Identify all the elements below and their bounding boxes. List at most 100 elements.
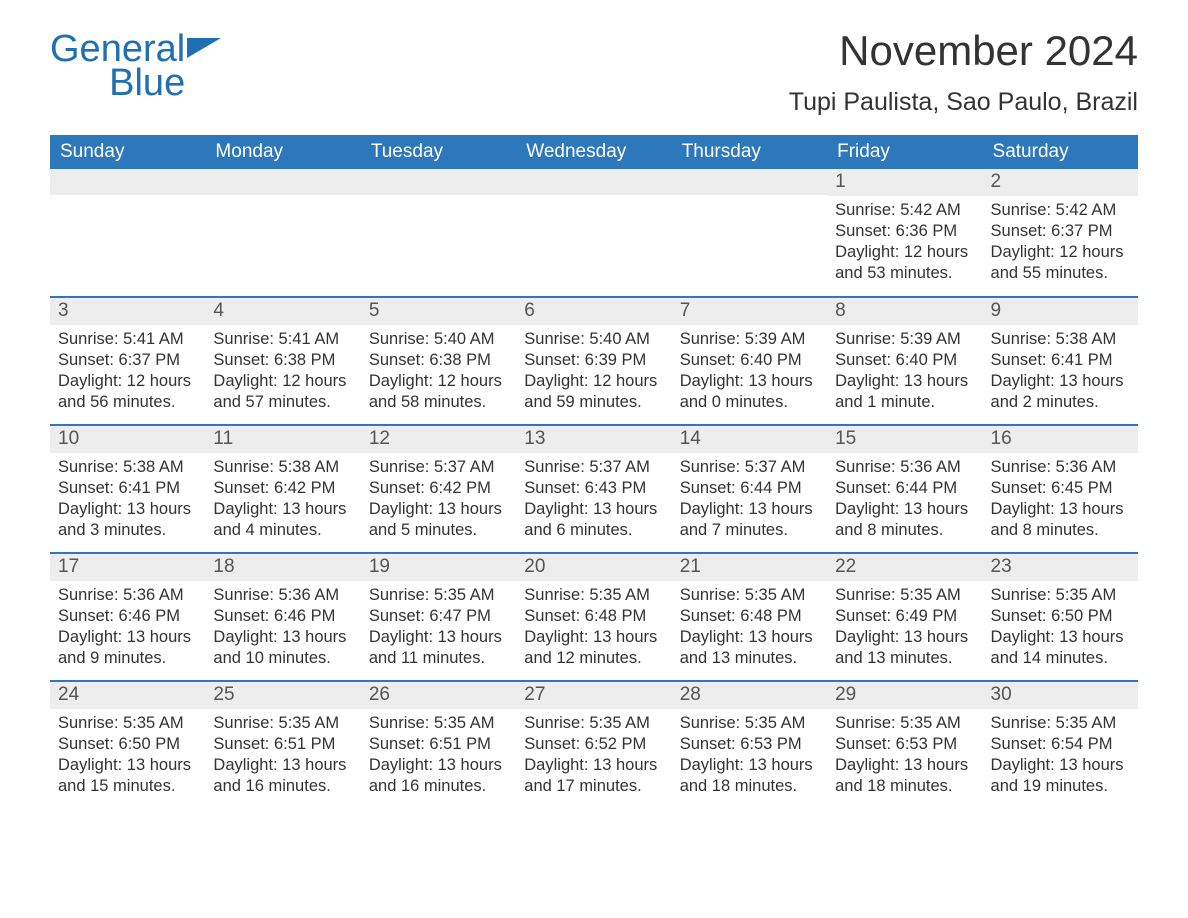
sunrise-line: Sunrise: 5:35 AM — [369, 713, 508, 734]
calendar-day-cell: 28Sunrise: 5:35 AMSunset: 6:53 PMDayligh… — [672, 681, 827, 809]
sunrise-line: Sunrise: 5:37 AM — [524, 457, 663, 478]
sunset-line: Sunset: 6:40 PM — [680, 350, 819, 371]
sunset-line: Sunset: 6:44 PM — [680, 478, 819, 499]
day-details: Sunrise: 5:35 AMSunset: 6:53 PMDaylight:… — [672, 709, 827, 803]
sunset-line: Sunset: 6:51 PM — [369, 734, 508, 755]
day-number: 5 — [361, 298, 516, 325]
month-title: November 2024 — [789, 30, 1138, 72]
calendar-week-row: 10Sunrise: 5:38 AMSunset: 6:41 PMDayligh… — [50, 425, 1138, 553]
empty-day-bar — [205, 169, 360, 195]
weekday-header: Wednesday — [516, 135, 671, 169]
calendar-day-cell: 10Sunrise: 5:38 AMSunset: 6:41 PMDayligh… — [50, 425, 205, 553]
calendar-week-row: 3Sunrise: 5:41 AMSunset: 6:37 PMDaylight… — [50, 297, 1138, 425]
daylight-line: Daylight: 12 hours and 57 minutes. — [213, 371, 352, 413]
sunrise-line: Sunrise: 5:38 AM — [213, 457, 352, 478]
calendar-day-cell: 5Sunrise: 5:40 AMSunset: 6:38 PMDaylight… — [361, 297, 516, 425]
daylight-line: Daylight: 13 hours and 1 minute. — [835, 371, 974, 413]
day-number: 2 — [983, 169, 1138, 196]
sunrise-line: Sunrise: 5:39 AM — [835, 329, 974, 350]
day-number: 9 — [983, 298, 1138, 325]
sunset-line: Sunset: 6:37 PM — [58, 350, 197, 371]
day-number: 12 — [361, 426, 516, 453]
calendar-day-cell: 22Sunrise: 5:35 AMSunset: 6:49 PMDayligh… — [827, 553, 982, 681]
sunset-line: Sunset: 6:48 PM — [524, 606, 663, 627]
empty-day-bar — [361, 169, 516, 195]
calendar-day-cell: 20Sunrise: 5:35 AMSunset: 6:48 PMDayligh… — [516, 553, 671, 681]
day-details: Sunrise: 5:35 AMSunset: 6:48 PMDaylight:… — [516, 581, 671, 675]
sunset-line: Sunset: 6:38 PM — [369, 350, 508, 371]
day-details: Sunrise: 5:36 AMSunset: 6:46 PMDaylight:… — [50, 581, 205, 675]
sunset-line: Sunset: 6:53 PM — [680, 734, 819, 755]
sunset-line: Sunset: 6:54 PM — [991, 734, 1130, 755]
day-number: 28 — [672, 682, 827, 709]
day-details: Sunrise: 5:35 AMSunset: 6:52 PMDaylight:… — [516, 709, 671, 803]
sunrise-line: Sunrise: 5:35 AM — [369, 585, 508, 606]
daylight-line: Daylight: 12 hours and 53 minutes. — [835, 242, 974, 284]
sunset-line: Sunset: 6:39 PM — [524, 350, 663, 371]
sunset-line: Sunset: 6:47 PM — [369, 606, 508, 627]
sunset-line: Sunset: 6:41 PM — [58, 478, 197, 499]
calendar-day-cell: 2Sunrise: 5:42 AMSunset: 6:37 PMDaylight… — [983, 169, 1138, 297]
day-number: 3 — [50, 298, 205, 325]
day-number: 7 — [672, 298, 827, 325]
sunrise-line: Sunrise: 5:35 AM — [835, 585, 974, 606]
day-details: Sunrise: 5:41 AMSunset: 6:37 PMDaylight:… — [50, 325, 205, 419]
daylight-line: Daylight: 13 hours and 17 minutes. — [524, 755, 663, 797]
day-details: Sunrise: 5:38 AMSunset: 6:41 PMDaylight:… — [50, 453, 205, 547]
location: Tupi Paulista, Sao Paulo, Brazil — [789, 88, 1138, 117]
calendar-day-cell: 1Sunrise: 5:42 AMSunset: 6:36 PMDaylight… — [827, 169, 982, 297]
calendar-day-cell: 14Sunrise: 5:37 AMSunset: 6:44 PMDayligh… — [672, 425, 827, 553]
sunset-line: Sunset: 6:49 PM — [835, 606, 974, 627]
calendar-day-cell: 21Sunrise: 5:35 AMSunset: 6:48 PMDayligh… — [672, 553, 827, 681]
daylight-line: Daylight: 13 hours and 3 minutes. — [58, 499, 197, 541]
sunset-line: Sunset: 6:43 PM — [524, 478, 663, 499]
day-number: 30 — [983, 682, 1138, 709]
day-number: 26 — [361, 682, 516, 709]
calendar-day-cell: 15Sunrise: 5:36 AMSunset: 6:44 PMDayligh… — [827, 425, 982, 553]
sunset-line: Sunset: 6:45 PM — [991, 478, 1130, 499]
sunset-line: Sunset: 6:44 PM — [835, 478, 974, 499]
daylight-line: Daylight: 12 hours and 56 minutes. — [58, 371, 197, 413]
day-number: 17 — [50, 554, 205, 581]
calendar-day-cell: 3Sunrise: 5:41 AMSunset: 6:37 PMDaylight… — [50, 297, 205, 425]
sunrise-line: Sunrise: 5:36 AM — [213, 585, 352, 606]
calendar-day-cell: 25Sunrise: 5:35 AMSunset: 6:51 PMDayligh… — [205, 681, 360, 809]
calendar-day-cell — [516, 169, 671, 297]
sunrise-line: Sunrise: 5:36 AM — [58, 585, 197, 606]
day-details: Sunrise: 5:40 AMSunset: 6:39 PMDaylight:… — [516, 325, 671, 419]
page: General Blue November 2024 Tupi Paulista… — [0, 0, 1188, 849]
day-details: Sunrise: 5:35 AMSunset: 6:51 PMDaylight:… — [205, 709, 360, 803]
weekday-header: Friday — [827, 135, 982, 169]
calendar-day-cell — [361, 169, 516, 297]
sunrise-line: Sunrise: 5:40 AM — [524, 329, 663, 350]
calendar-week-row: 17Sunrise: 5:36 AMSunset: 6:46 PMDayligh… — [50, 553, 1138, 681]
sunset-line: Sunset: 6:42 PM — [213, 478, 352, 499]
sunrise-line: Sunrise: 5:35 AM — [213, 713, 352, 734]
day-details: Sunrise: 5:42 AMSunset: 6:37 PMDaylight:… — [983, 196, 1138, 290]
calendar-day-cell — [50, 169, 205, 297]
day-number: 22 — [827, 554, 982, 581]
sunrise-line: Sunrise: 5:39 AM — [680, 329, 819, 350]
calendar-day-cell: 16Sunrise: 5:36 AMSunset: 6:45 PMDayligh… — [983, 425, 1138, 553]
calendar-day-cell — [672, 169, 827, 297]
day-number: 29 — [827, 682, 982, 709]
sunrise-line: Sunrise: 5:37 AM — [680, 457, 819, 478]
sunset-line: Sunset: 6:40 PM — [835, 350, 974, 371]
day-number: 13 — [516, 426, 671, 453]
day-details: Sunrise: 5:39 AMSunset: 6:40 PMDaylight:… — [827, 325, 982, 419]
sunrise-line: Sunrise: 5:36 AM — [835, 457, 974, 478]
day-details: Sunrise: 5:37 AMSunset: 6:44 PMDaylight:… — [672, 453, 827, 547]
sunset-line: Sunset: 6:51 PM — [213, 734, 352, 755]
sunset-line: Sunset: 6:46 PM — [58, 606, 197, 627]
day-number: 18 — [205, 554, 360, 581]
day-number: 15 — [827, 426, 982, 453]
day-number: 23 — [983, 554, 1138, 581]
daylight-line: Daylight: 13 hours and 11 minutes. — [369, 627, 508, 669]
day-details: Sunrise: 5:37 AMSunset: 6:42 PMDaylight:… — [361, 453, 516, 547]
sunrise-line: Sunrise: 5:41 AM — [58, 329, 197, 350]
daylight-line: Daylight: 13 hours and 9 minutes. — [58, 627, 197, 669]
calendar-day-cell: 9Sunrise: 5:38 AMSunset: 6:41 PMDaylight… — [983, 297, 1138, 425]
daylight-line: Daylight: 13 hours and 16 minutes. — [369, 755, 508, 797]
sunrise-line: Sunrise: 5:35 AM — [524, 713, 663, 734]
sunset-line: Sunset: 6:41 PM — [991, 350, 1130, 371]
